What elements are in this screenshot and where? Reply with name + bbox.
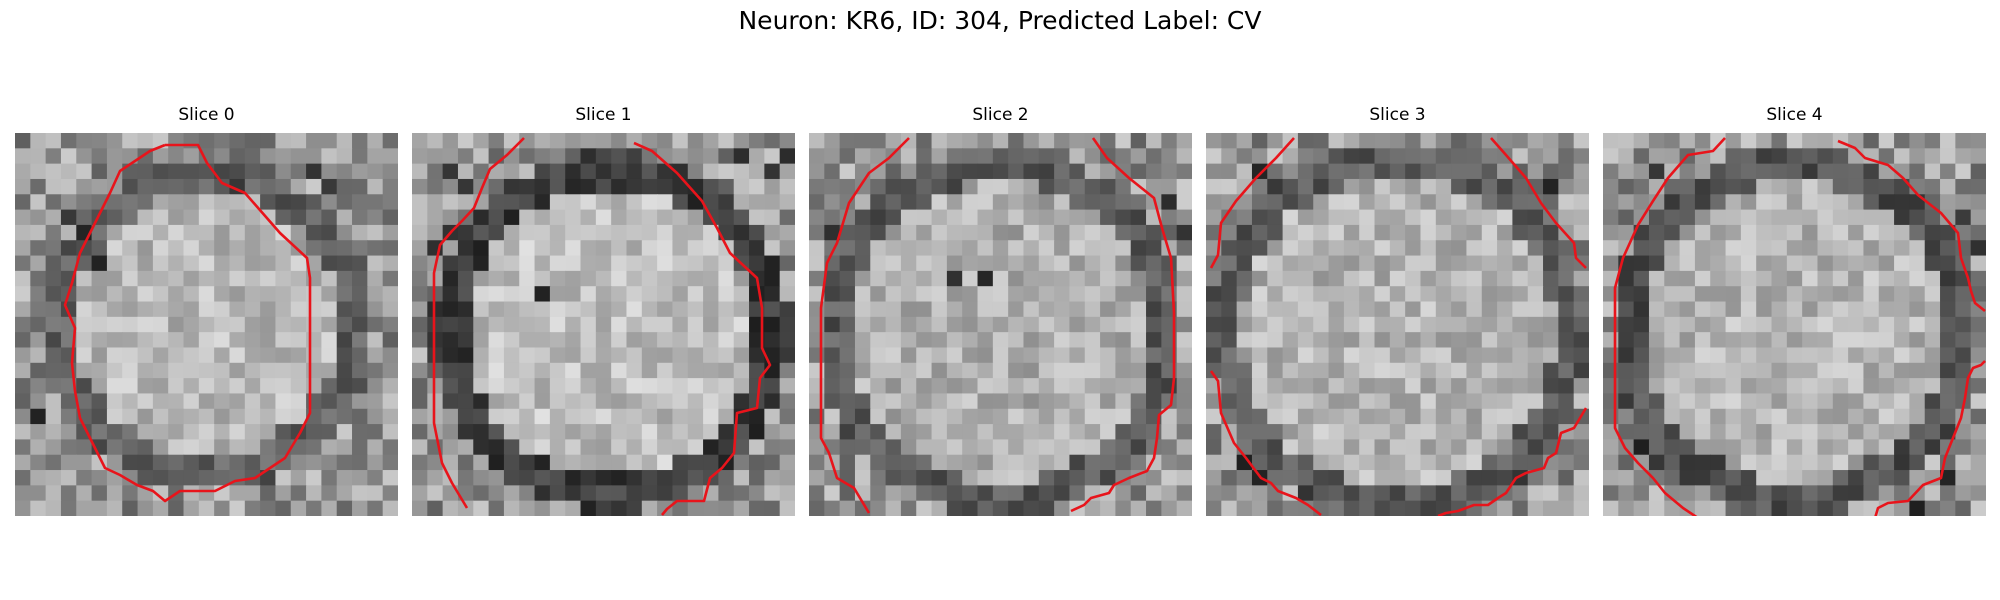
segmentation-contour	[432, 137, 525, 509]
segmentation-contour	[1209, 137, 1295, 269]
slice-panel-2: Slice 2	[809, 105, 1192, 516]
segmentation-contour	[1209, 370, 1322, 516]
slice-title: Slice 0	[178, 105, 235, 125]
slice-image	[1603, 133, 1986, 516]
slice-panel-3: Slice 3	[1206, 105, 1589, 516]
slice-image	[15, 133, 398, 516]
slice-title: Slice 2	[972, 105, 1029, 125]
slice-panel-1: Slice 1	[412, 105, 795, 516]
segmentation-contour	[63, 143, 312, 503]
segmentation-contour	[819, 137, 910, 514]
slice-image	[809, 133, 1192, 516]
segmentation-contour	[1613, 137, 1986, 516]
slice-panel-4: Slice 4	[1603, 105, 1986, 516]
segmentation-contour	[1070, 137, 1176, 513]
segmentation-contour	[1490, 137, 1587, 269]
segmentation-contour	[1437, 407, 1588, 516]
segmentation-contour	[1837, 139, 1986, 313]
segmentation-contour	[633, 141, 772, 516]
figure-title: Neuron: KR6, ID: 304, Predicted Label: C…	[738, 6, 1262, 35]
slice-image	[412, 133, 795, 516]
slice-title: Slice 4	[1766, 105, 1823, 125]
slice-panel-0: Slice 0	[15, 105, 398, 516]
slice-title: Slice 1	[575, 105, 632, 125]
slice-title: Slice 3	[1369, 105, 1426, 125]
slice-image	[1206, 133, 1589, 516]
